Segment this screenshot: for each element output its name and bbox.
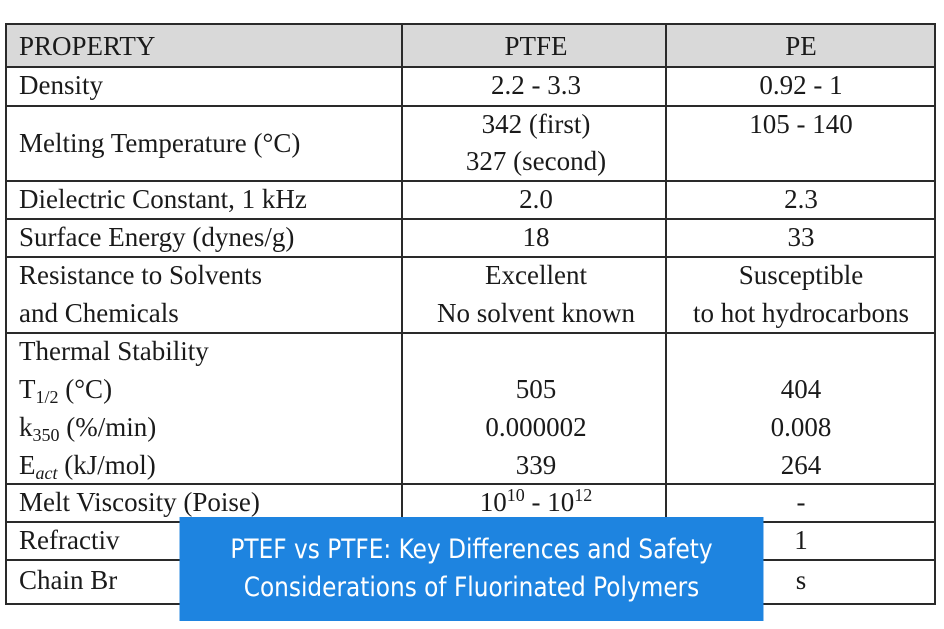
row-rate-constant-property: k350 (%/min) bbox=[19, 408, 156, 446]
row-density-pe: 0.92 - 1 bbox=[759, 70, 843, 100]
half-life-symbol: T bbox=[19, 374, 36, 404]
rate-constant-unit: (%/min) bbox=[59, 412, 157, 442]
title-banner: PTEF vs PTFE: Key Differences and Safety… bbox=[179, 517, 764, 621]
row-half-life-property: T1/2 (°C) bbox=[19, 370, 112, 408]
row-melt-viscosity-ptfe: 1010 - 1012 bbox=[405, 483, 667, 521]
half-life-unit: (°C) bbox=[58, 374, 113, 404]
column-divider-1 bbox=[401, 25, 403, 603]
viscosity-base-1: 10 bbox=[479, 487, 507, 517]
viscosity-exponent-2: 12 bbox=[574, 485, 593, 505]
row-melting-property: Melting Temperature (°C) bbox=[19, 128, 301, 158]
row-resistance-property-line1: Resistance to Solvents bbox=[19, 260, 262, 290]
activation-energy-symbol: E bbox=[19, 450, 36, 480]
row-divider bbox=[7, 256, 934, 258]
viscosity-base-2: 10 bbox=[547, 487, 575, 517]
row-dielectric-pe: 2.3 bbox=[784, 184, 818, 214]
rate-constant-symbol: k bbox=[19, 412, 33, 442]
row-surface-energy-ptfe: 18 bbox=[522, 222, 550, 252]
row-dielectric-property: Dielectric Constant, 1 kHz bbox=[19, 184, 307, 214]
row-density-ptfe: 2.2 - 3.3 bbox=[491, 70, 581, 100]
banner-title-line-1: PTEF vs PTFE: Key Differences and Safety bbox=[230, 534, 713, 565]
row-surface-energy-property: Surface Energy (dynes/g) bbox=[19, 222, 295, 252]
viscosity-range-separator: - bbox=[524, 487, 548, 517]
row-melt-viscosity-pe: - bbox=[796, 487, 806, 517]
row-melting-pe: 105 - 140 bbox=[749, 109, 853, 139]
row-activation-energy-property: Eact (kJ/mol) bbox=[19, 446, 156, 484]
activation-energy-unit: (kJ/mol) bbox=[57, 450, 156, 480]
row-melting-ptfe-line2: 327 (second) bbox=[465, 146, 607, 176]
row-rate-constant-pe: 0.008 bbox=[770, 412, 832, 442]
row-refractive-pe: 1 bbox=[794, 525, 808, 555]
comparison-table: PROPERTY PTFE PE Density 2.2 - 3.3 0.92 … bbox=[5, 23, 936, 605]
row-melting-ptfe-line1: 342 (first) bbox=[481, 109, 591, 139]
row-activation-energy-pe: 264 bbox=[780, 450, 822, 480]
row-activation-energy-ptfe: 339 bbox=[515, 450, 557, 480]
header-row-background bbox=[7, 25, 934, 66]
header-pe: PE bbox=[785, 31, 817, 61]
row-resistance-pe-line2: to hot hydrocarbons bbox=[693, 298, 909, 328]
row-resistance-property-line2: and Chemicals bbox=[19, 298, 179, 328]
row-density-property: Density bbox=[19, 70, 103, 100]
row-melt-viscosity-property: Melt Viscosity (Poise) bbox=[19, 487, 260, 517]
row-divider bbox=[7, 180, 934, 182]
row-thermal-stability-label: Thermal Stability bbox=[19, 336, 209, 366]
row-half-life-pe: 404 bbox=[780, 374, 822, 404]
header-property: PROPERTY bbox=[19, 31, 156, 61]
viscosity-exponent-1: 10 bbox=[506, 485, 525, 505]
row-divider bbox=[7, 332, 934, 334]
row-surface-energy-pe: 33 bbox=[787, 222, 815, 252]
column-divider-2 bbox=[665, 25, 667, 603]
row-rate-constant-ptfe: 0.000002 bbox=[485, 412, 587, 442]
row-resistance-ptfe-line2: No solvent known bbox=[437, 298, 635, 328]
header-ptfe: PTFE bbox=[504, 31, 568, 61]
row-divider bbox=[7, 218, 934, 220]
row-chain-branching-pe: s bbox=[795, 565, 807, 595]
row-resistance-pe-line1: Susceptible bbox=[738, 260, 864, 290]
row-half-life-ptfe: 505 bbox=[515, 374, 557, 404]
row-refractive-property: Refractiv bbox=[19, 525, 120, 555]
activation-energy-subscript: act bbox=[35, 463, 58, 483]
row-dielectric-ptfe: 2.0 bbox=[519, 184, 553, 214]
row-chain-branching-property: Chain Br bbox=[19, 565, 118, 595]
banner-title-line-2: Considerations of Fluorinated Polymers bbox=[243, 572, 700, 603]
row-divider bbox=[7, 66, 934, 68]
row-resistance-ptfe-line1: Excellent bbox=[485, 260, 587, 290]
rate-constant-subscript: 350 bbox=[32, 425, 60, 445]
half-life-subscript: 1/2 bbox=[35, 387, 59, 407]
row-divider bbox=[7, 105, 934, 107]
row-divider bbox=[7, 483, 934, 485]
